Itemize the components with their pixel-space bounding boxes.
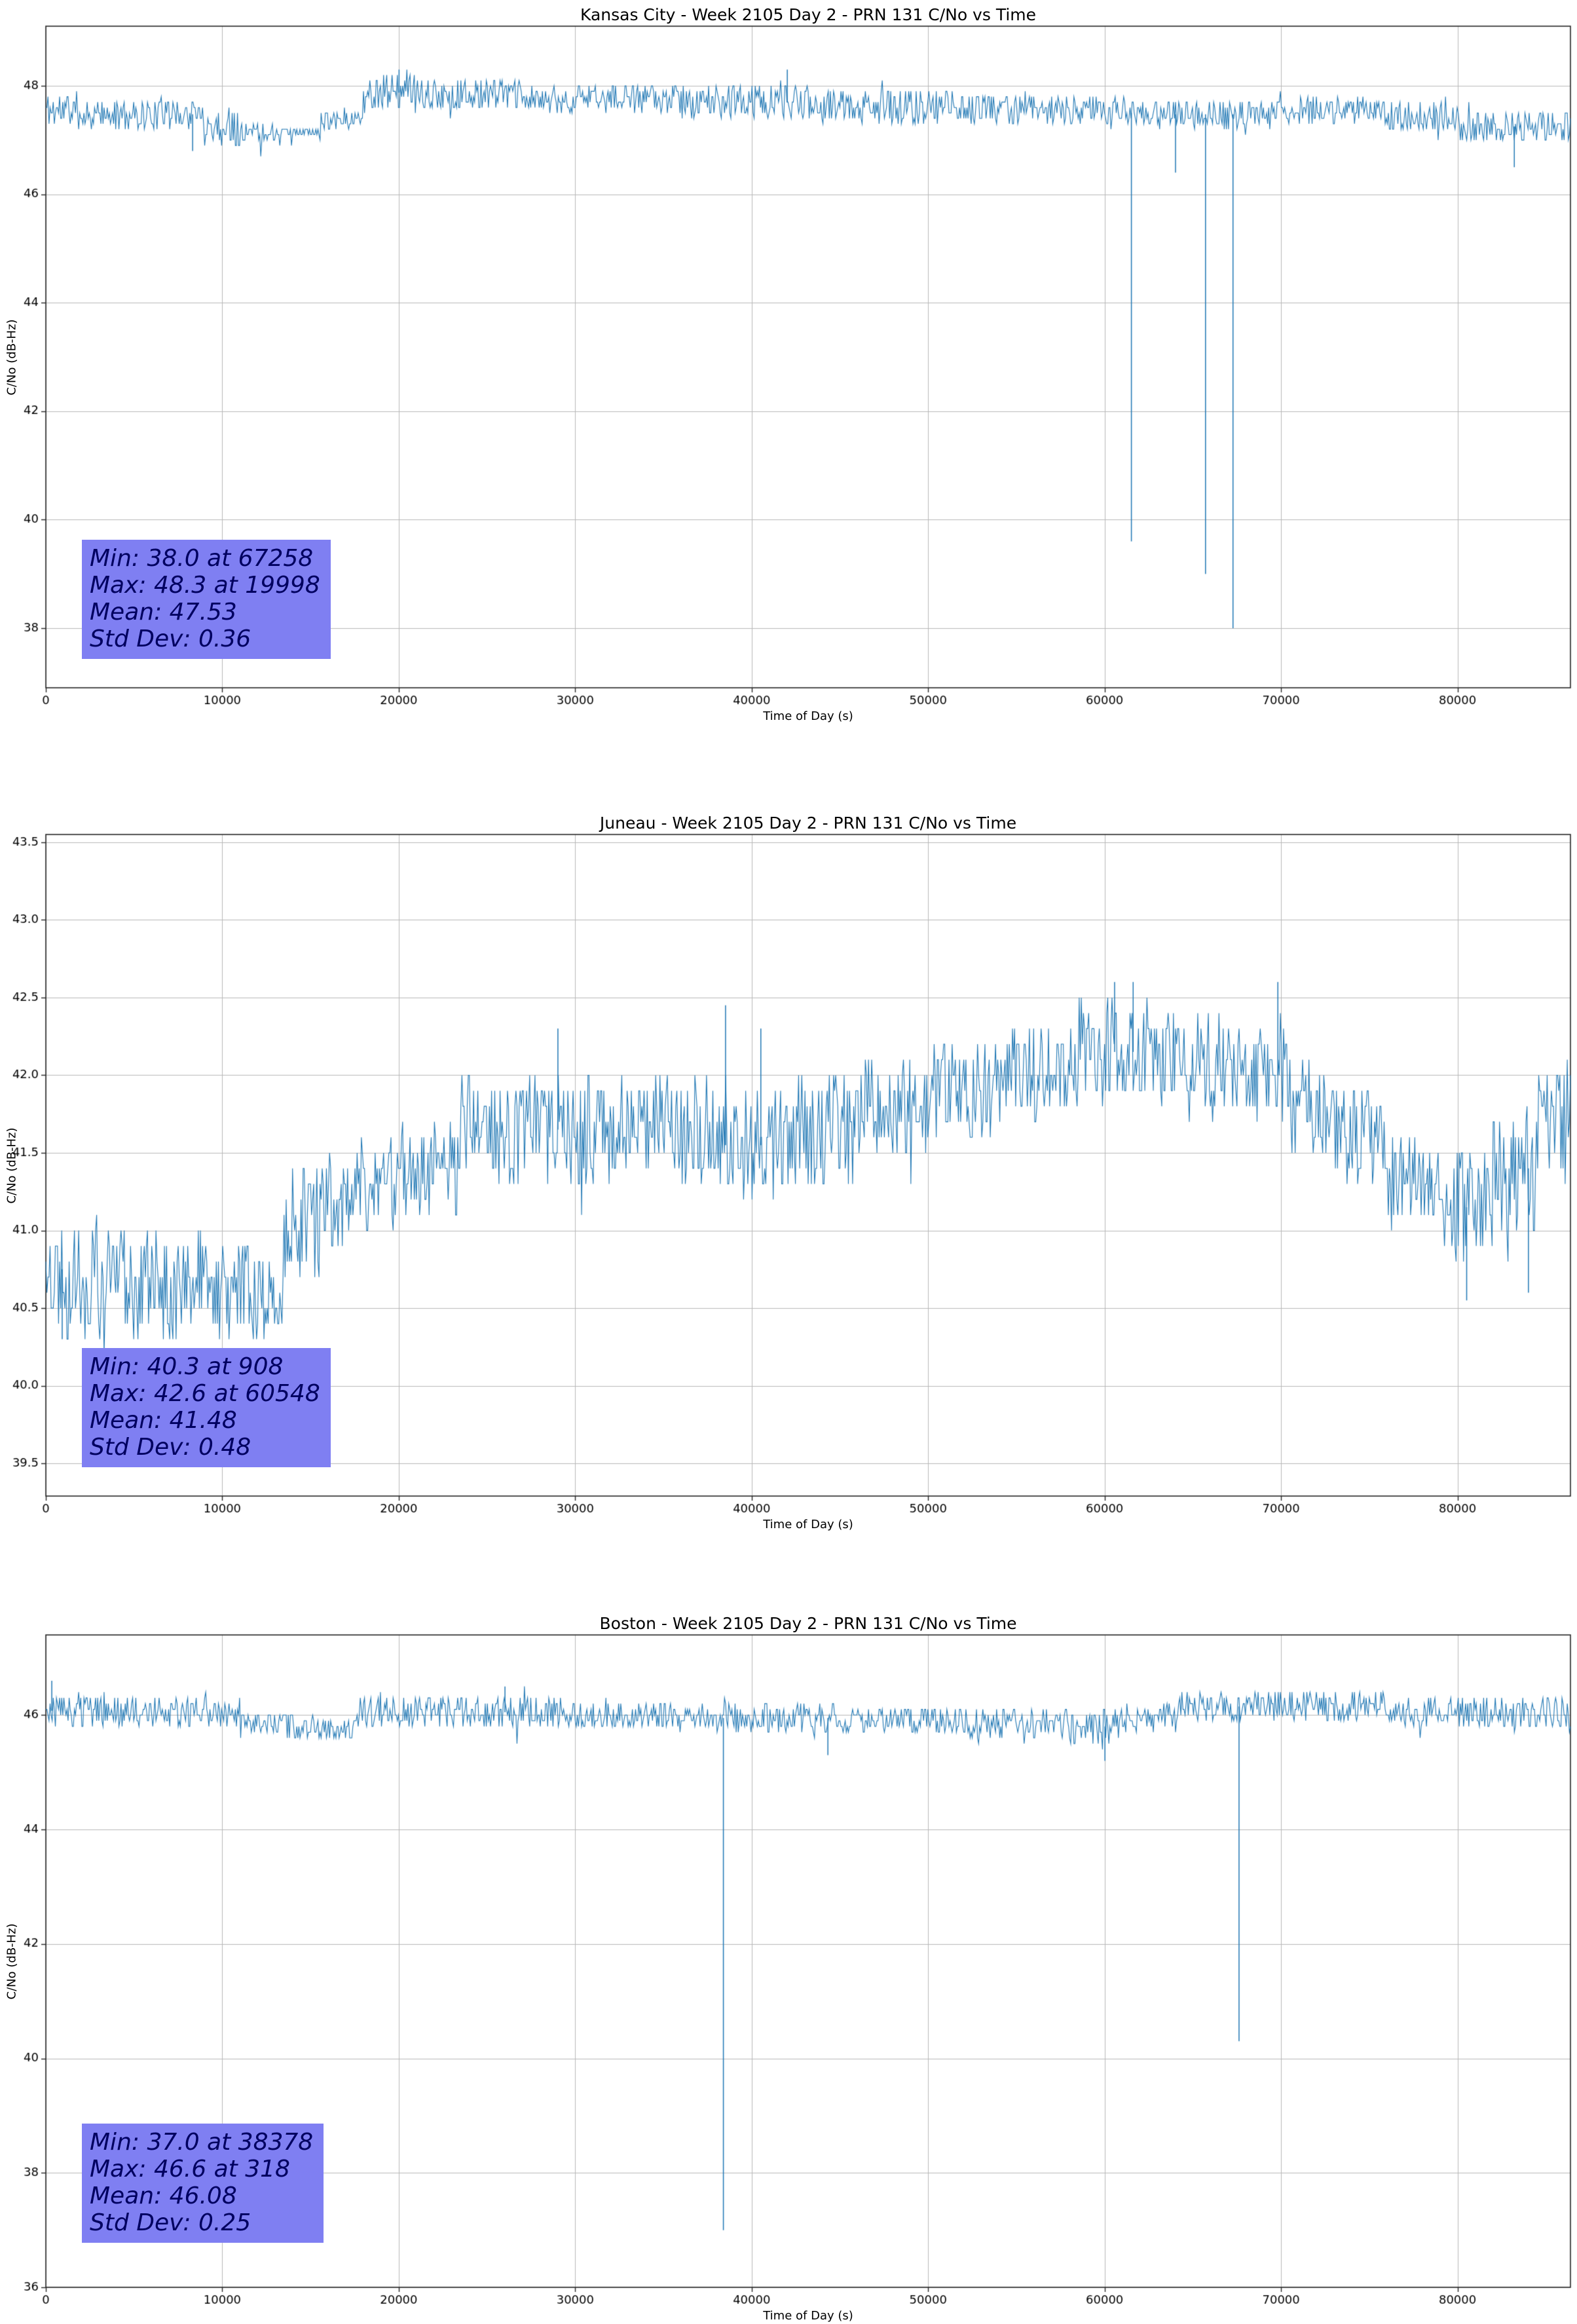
stat-min: Min: 37.0 at 38378	[90, 2128, 314, 2156]
stat-min: Min: 38.0 at 67258	[90, 544, 314, 572]
stat-stddev: Std Dev: 0.48	[90, 1433, 251, 1461]
chart-title-kansas-city: Kansas City - Week 2105 Day 2 - PRN 131 …	[580, 5, 1037, 24]
stat-max: Max: 48.3 at 19998	[90, 571, 320, 599]
y-axis-label: C/No (dB-Hz)	[5, 1127, 19, 1204]
chart-kansas-city: Kansas City - Week 2105 Day 2 - PRN 131 …	[0, 4, 1577, 724]
chart-title-boston: Boston - Week 2105 Day 2 - PRN 131 C/No …	[599, 1614, 1017, 1633]
x-axis-label: Time of Day (s)	[763, 2309, 853, 2323]
stat-mean: Mean: 41.48	[90, 1406, 237, 1434]
chart-juneau: Juneau - Week 2105 Day 2 - PRN 131 C/No …	[0, 812, 1577, 1533]
stats-box-boston: Min: 37.0 at 38378 Max: 46.6 at 318 Mean…	[82, 2123, 324, 2243]
stat-max: Max: 46.6 at 318	[90, 2155, 290, 2183]
stats-box-juneau: Min: 40.3 at 908 Max: 42.6 at 60548 Mean…	[82, 1347, 331, 1467]
stat-min: Min: 40.3 at 908	[90, 1353, 284, 1380]
y-axis-label: C/No (dB-Hz)	[5, 1922, 19, 2000]
stat-max: Max: 42.6 at 60548	[90, 1379, 320, 1407]
y-axis-label: C/No (dB-Hz)	[5, 318, 19, 396]
chart-title-juneau: Juneau - Week 2105 Day 2 - PRN 131 C/No …	[599, 814, 1017, 833]
x-axis-label: Time of Day (s)	[763, 709, 853, 723]
stats-box-kansas-city: Min: 38.0 at 67258 Max: 48.3 at 19998 Me…	[82, 539, 331, 659]
stat-mean: Mean: 46.08	[90, 2182, 237, 2209]
stat-mean: Mean: 47.53	[90, 598, 237, 626]
y-axis-label-wrap: C/No (dB-Hz)	[0, 834, 24, 1496]
stat-stddev: Std Dev: 0.25	[90, 2209, 251, 2236]
x-axis-label: Time of Day (s)	[763, 1518, 853, 1531]
y-axis-label-wrap: C/No (dB-Hz)	[0, 26, 24, 688]
y-axis-label-wrap: C/No (dB-Hz)	[0, 1635, 24, 2287]
stat-stddev: Std Dev: 0.36	[90, 625, 251, 652]
chart-boston: Boston - Week 2105 Day 2 - PRN 131 C/No …	[0, 1613, 1577, 2324]
